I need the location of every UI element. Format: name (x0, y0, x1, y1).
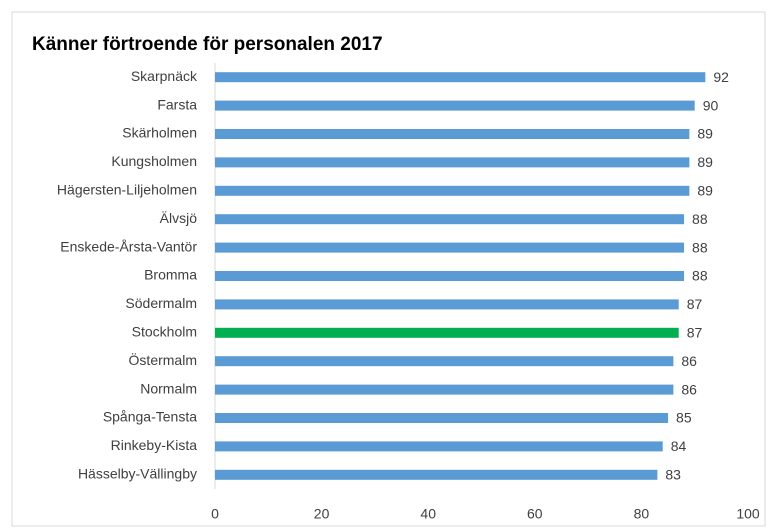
y-tick-label: Älvsjö (160, 210, 198, 226)
y-tick-label: Skärholmen (122, 125, 197, 141)
data-label: 89 (697, 183, 713, 199)
data-label: 84 (671, 438, 687, 454)
y-tick-label: Rinkeby-Kista (111, 437, 198, 453)
bar (215, 327, 679, 338)
y-tick-label: Skarpnäck (131, 68, 198, 84)
bar (215, 356, 674, 367)
data-label: 88 (692, 239, 708, 255)
bar (215, 441, 663, 452)
bar (215, 413, 669, 423)
x-tick-label: 0 (211, 506, 219, 522)
bar (215, 384, 674, 395)
data-label: 87 (687, 325, 703, 341)
data-label: 86 (681, 353, 697, 369)
y-tick-label: Enskede-Årsta-Vantör (60, 238, 197, 254)
y-tick-label: Hässelby-Vällingby (78, 466, 197, 482)
y-tick-label: Farsta (157, 96, 197, 112)
data-label: 89 (697, 154, 713, 170)
bar (215, 185, 690, 196)
data-label: 86 (681, 381, 697, 397)
data-label: 89 (697, 126, 713, 142)
y-tick-label: Spånga-Tensta (103, 409, 197, 425)
y-tick-label: Östermalm (129, 351, 197, 368)
bar (215, 242, 685, 253)
data-label: 88 (692, 211, 708, 227)
x-tick-label: 20 (314, 506, 330, 522)
y-tick-label: Kungsholmen (111, 153, 197, 169)
bar (215, 214, 685, 225)
x-tick-label: 60 (527, 506, 543, 522)
data-label: 85 (676, 410, 692, 426)
y-tick-label: Hägersten-Liljeholmen (57, 182, 197, 198)
y-tick-label: Normalm (140, 380, 197, 396)
data-label: 83 (665, 467, 681, 483)
y-tick-label: Bromma (144, 267, 197, 283)
bar (215, 469, 658, 480)
bar (215, 157, 690, 168)
chart-title: Känner förtroende för personalen 2017 (32, 34, 383, 55)
x-tick-label: 40 (420, 506, 436, 522)
data-label: 88 (692, 268, 708, 284)
bar (215, 129, 690, 139)
y-tick-label: Stockholm (132, 324, 197, 340)
x-tick-label: 100 (736, 506, 760, 522)
chart-frame (11, 11, 766, 527)
x-tick-label: 80 (634, 506, 650, 522)
data-label: 92 (713, 69, 729, 85)
bar (215, 271, 685, 281)
y-tick-label: Södermalm (125, 295, 197, 311)
bar (215, 100, 695, 111)
data-label: 90 (703, 97, 719, 113)
bar (215, 299, 679, 310)
data-label: 87 (687, 296, 703, 312)
bar (215, 72, 706, 83)
